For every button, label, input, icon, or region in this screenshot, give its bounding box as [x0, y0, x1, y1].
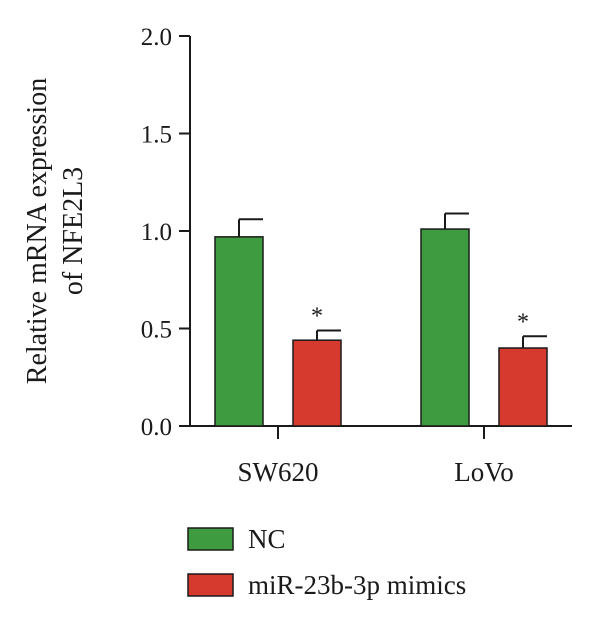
x-axis-tick-labels: SW620 LoVo: [238, 457, 514, 487]
y-axis-title-line: of NFE2L3: [58, 167, 89, 295]
legend-swatch: [187, 573, 234, 597]
legend-swatch: [187, 527, 234, 551]
x-tick-label: SW620: [238, 457, 319, 487]
y-tick-label: 1.5: [141, 122, 172, 149]
y-axis-title-line: Relative mRNA expression: [22, 78, 53, 384]
legend-label: NC: [248, 524, 286, 554]
y-tick-label: 0.0: [141, 414, 172, 441]
legend-label: miR-23b-3p mimics: [248, 570, 466, 600]
y-axis-title: Relative mRNA expression of NFE2L3: [22, 78, 89, 384]
bars: * *: [214, 212, 548, 427]
y-tick-label: 0.5: [141, 317, 172, 344]
y-tick-label: 1.0: [141, 219, 172, 246]
y-tick-label: 2.0: [141, 24, 172, 51]
significance-marker: *: [517, 309, 529, 335]
significance-marker: *: [311, 303, 323, 329]
y-axis-label: Relative mRNA expression of NFE2L3: [22, 78, 89, 384]
x-tick-label: LoVo: [454, 457, 514, 487]
legend: NC miR-23b-3p mimics: [187, 524, 466, 600]
bar: [214, 236, 264, 427]
bar: [498, 347, 548, 427]
bar: [292, 339, 342, 427]
bar: [420, 228, 470, 427]
